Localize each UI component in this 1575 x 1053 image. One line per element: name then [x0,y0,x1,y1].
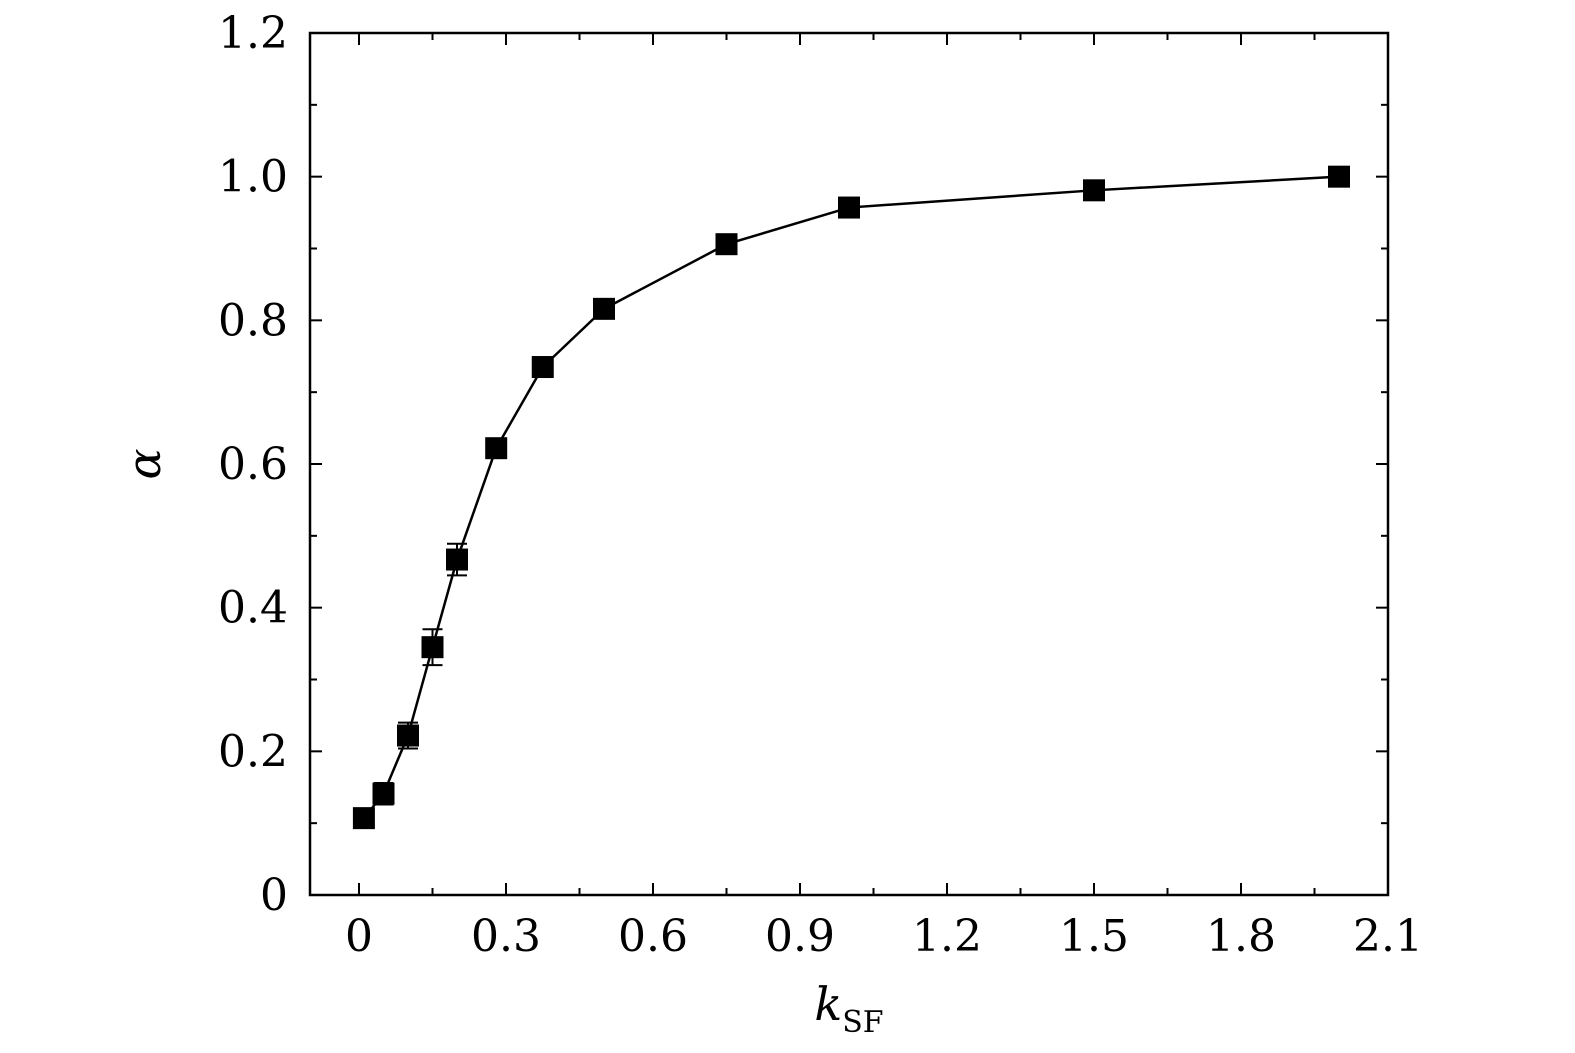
data-point-marker [397,724,419,747]
x-tick-label: 1.2 [912,911,982,962]
data-point-marker [531,356,554,379]
data-point-marker [715,233,738,256]
x-tick-label: 0.6 [618,911,688,962]
data-point-marker [838,196,860,219]
y-tick-label: 0.2 [218,726,288,777]
data-point-marker [352,807,375,830]
data-point-marker [421,636,444,659]
x-axis-label: kSF [814,977,883,1040]
x-tick-label: 1.8 [1206,911,1276,962]
x-tick-label: 0.9 [765,911,835,962]
plot-frame [308,31,1390,897]
y-axis-ticks: 0 0.2 0.4 0.6 0.8 1.0 1.2 [218,8,1388,921]
y-tick-label: 0.4 [218,583,288,634]
y-tick-label: 1.2 [218,8,288,59]
series-line [362,175,1340,819]
x-axis-label-main: k [814,977,842,1031]
x-axis-ticks: 0 0.3 0.6 0.9 1.2 1.5 1.8 2.1 [345,33,1423,962]
y-tick-label: 0 [260,870,288,921]
data-point-marker [1328,165,1350,188]
x-axis-label-subscript: SF [842,1005,883,1040]
data-point-marker [372,782,395,805]
y-tick-label: 0.8 [218,295,288,346]
y-tick-label: 0.6 [218,439,288,490]
x-tick-label: 1.5 [1059,911,1129,962]
series-layer [352,165,1350,830]
x-tick-label: 0.3 [471,911,541,962]
y-axis-label: α [117,448,171,479]
y-tick-label: 1.0 [218,152,288,203]
data-point-marker [593,297,615,320]
x-tick-label: 2.1 [1353,911,1423,962]
data-point-marker [1083,179,1105,202]
data-point-marker [485,437,508,460]
data-point-marker [446,548,468,571]
x-tick-label: 0 [345,911,373,962]
